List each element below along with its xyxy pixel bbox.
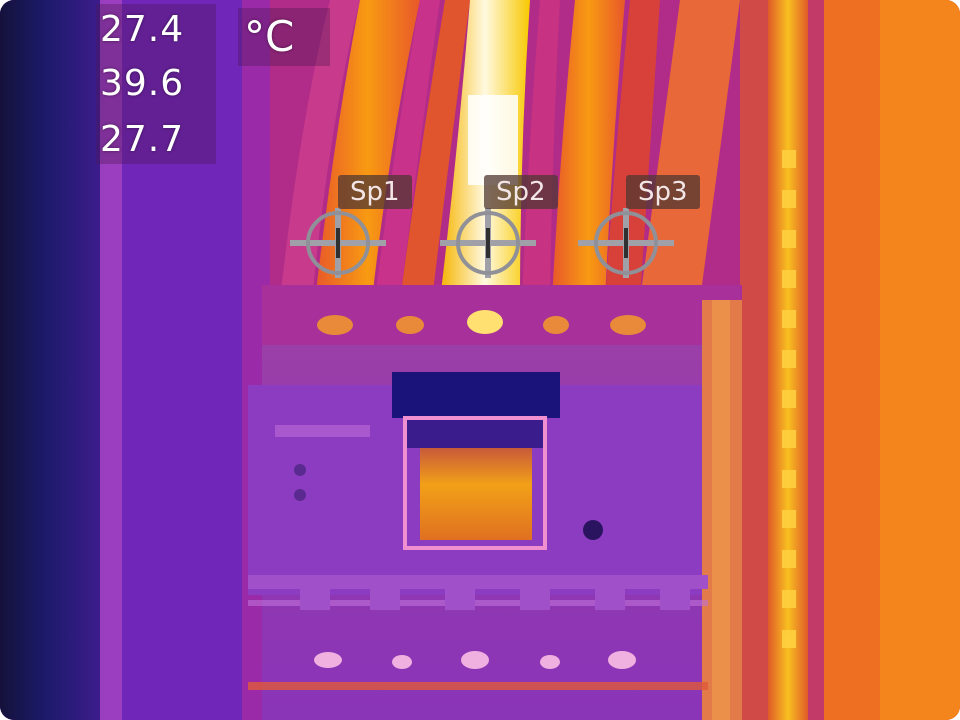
spot2-crosshair-icon: [440, 208, 536, 278]
temperature-unit: °C: [244, 12, 295, 61]
readout-spot2-value: 39.6: [100, 63, 185, 104]
spot3-crosshair-icon: [578, 208, 674, 278]
spot-label-sp1: Sp1: [338, 175, 412, 209]
spot-label-sp2: Sp2: [484, 175, 558, 209]
readout-spot3-value: 27.7: [100, 119, 185, 160]
readout-spot1-value: 27.4: [100, 9, 185, 50]
spot-label-sp3: Sp3: [626, 175, 700, 209]
spot1-crosshair-icon: [290, 208, 386, 278]
